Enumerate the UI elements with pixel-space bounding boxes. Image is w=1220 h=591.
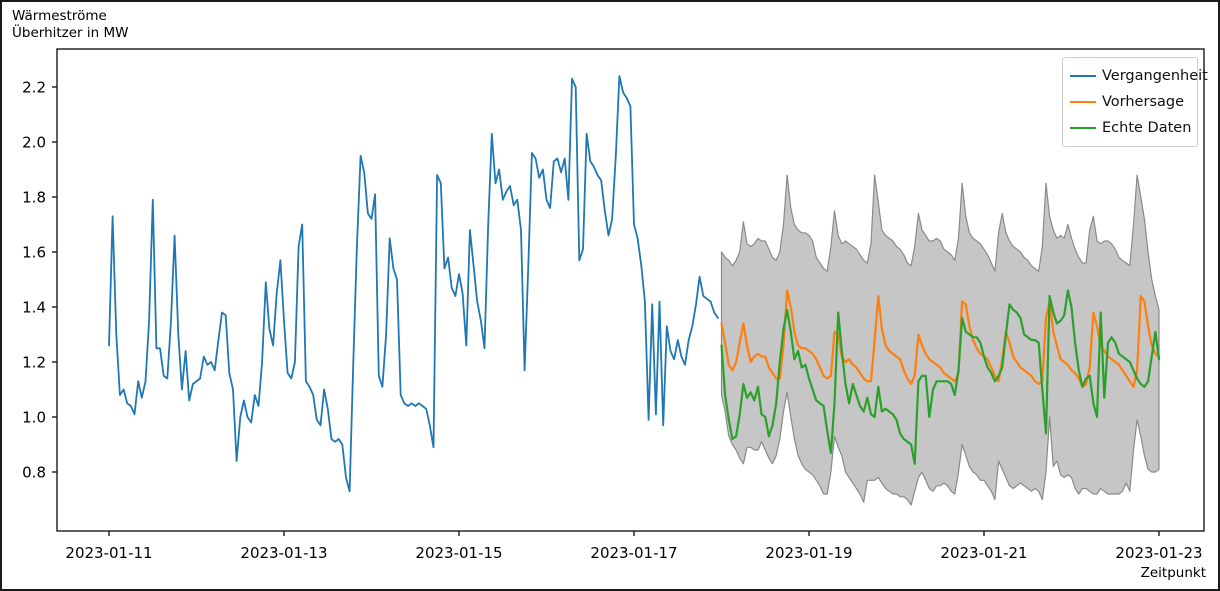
- x-tick-label: 2023-01-21: [940, 544, 1027, 562]
- legend-label-past: Vergangenheit: [1102, 68, 1208, 84]
- x-tick-label: 2023-01-17: [590, 544, 677, 562]
- series-line-echte-daten: [720, 289, 1161, 465]
- y-tick-label: 1.2: [22, 354, 46, 372]
- legend-item-vorhersage: Vorhersage: [1070, 89, 1190, 115]
- x-tick-label: 2023-01-23: [1115, 544, 1202, 562]
- y-tick-label: 2.2: [22, 79, 46, 97]
- y-tick-label: 1.8: [22, 189, 46, 207]
- x-axis-label: Zeitpunkt: [1140, 565, 1206, 581]
- legend-line-sample-actual: [1070, 127, 1096, 129]
- x-tick-label: 2023-01-15: [415, 544, 502, 562]
- legend-label-actual: Echte Daten: [1102, 120, 1192, 136]
- legend-item-vergangenheit: Vergangenheit: [1070, 63, 1208, 89]
- y-tick-label: 1.6: [22, 244, 46, 262]
- series-line-vergangenheit: [108, 75, 719, 493]
- x-tick-label: 2023-01-19: [765, 544, 852, 562]
- y-tick-label: 0.8: [22, 464, 46, 482]
- legend-line-sample-forecast: [1070, 101, 1096, 103]
- chart-title-line1: Wärmeströme: [12, 8, 107, 24]
- y-tick-label: 1.4: [22, 299, 46, 317]
- axes-frame: [56, 48, 1205, 532]
- legend-item-echte-daten: Echte Daten: [1070, 115, 1192, 141]
- series-line-vorhersage: [720, 289, 1161, 388]
- uncertainty-band: [720, 174, 1160, 506]
- chart-title: Wärmeströme Überhitzer in MW: [12, 8, 129, 42]
- legend-box: Vergangenheit Vorhersage Echte Daten: [1062, 57, 1208, 147]
- legend-line-sample-past: [1070, 75, 1096, 77]
- x-tick-label: 2023-01-13: [240, 544, 327, 562]
- legend-label-forecast: Vorhersage: [1102, 94, 1185, 110]
- y-tick-label: 2.0: [22, 134, 46, 152]
- y-tick-label: 1.0: [22, 409, 46, 427]
- chart-title-line2: Überhitzer in MW: [12, 25, 129, 41]
- x-tick-label: 2023-01-11: [65, 544, 152, 562]
